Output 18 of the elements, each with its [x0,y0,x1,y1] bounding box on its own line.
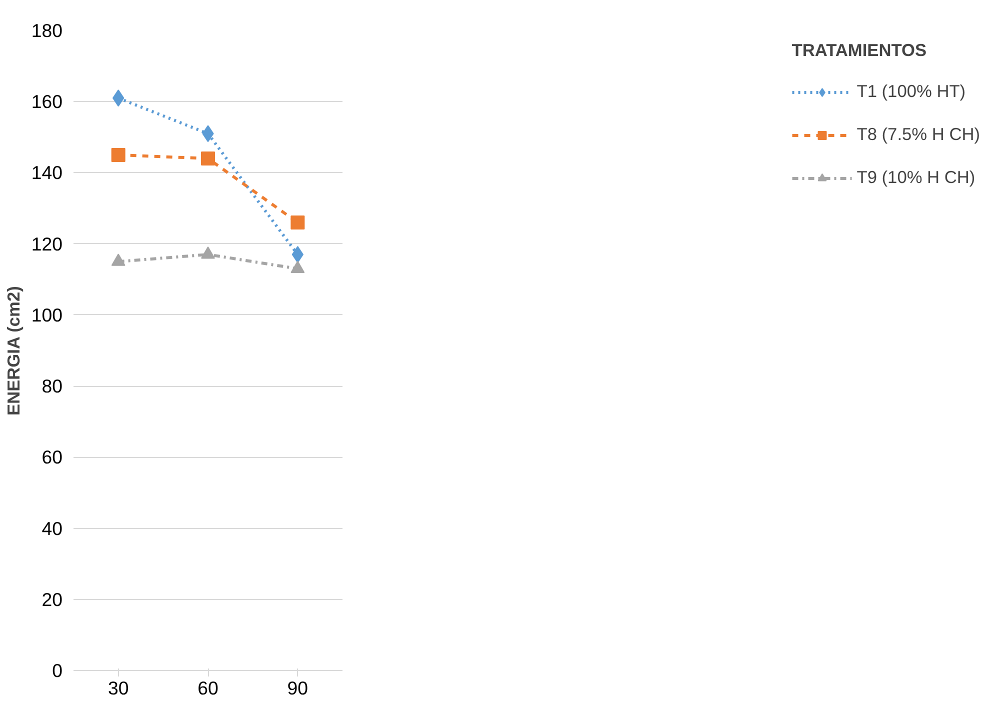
legend-label: T1 (100% HT) [856,81,966,102]
x-tick-label: 60 [198,678,218,698]
y-tick-label: 20 [42,588,63,610]
y-tick-label: 0 [52,660,63,681]
y-tick-label: 120 [31,233,63,254]
x-tick-label: 90 [287,678,308,698]
legend-title: TRATAMIENTOS [792,40,928,61]
legend-label: T9 (10% H CH) [856,167,976,188]
y-tick-label: 60 [42,446,63,468]
y-tick-label: 80 [42,376,63,397]
y-tick-label: 140 [31,162,63,184]
y-tick-label: 100 [31,304,63,326]
y-tick-label: 180 [31,20,63,41]
y-axis-title: ENERGIA (cm2) [3,286,24,416]
y-tick-label: 160 [31,91,63,112]
legend-label: T8 (7.5% H CH) [856,124,980,145]
y-tick-label: 40 [42,518,63,539]
x-tick-label: 30 [108,678,129,698]
